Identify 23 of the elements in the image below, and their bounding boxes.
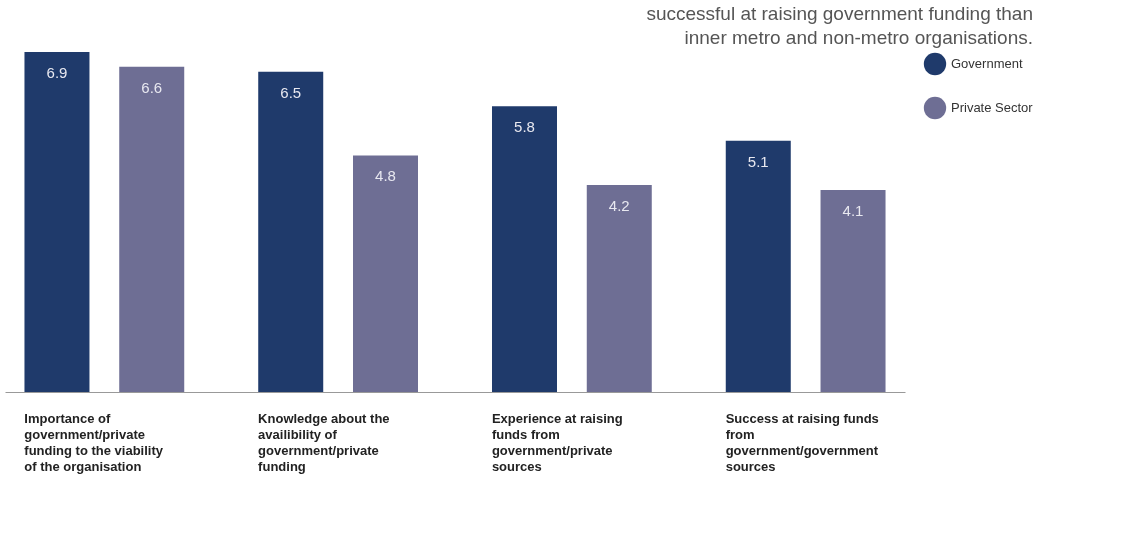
data-label: 4.2 <box>608 197 630 215</box>
legend-label: Government <box>951 56 1023 71</box>
bar <box>820 189 886 392</box>
bar <box>492 106 557 392</box>
bar <box>586 185 652 392</box>
data-label: 4.8 <box>375 167 396 185</box>
data-label: 6.9 <box>46 64 68 81</box>
x-tick-label: Success at raising funds from government/government sources <box>725 410 879 474</box>
bar <box>353 155 418 392</box>
legend-label: Private Sector <box>951 100 1034 115</box>
data-label: 5.1 <box>747 152 769 170</box>
data-label: 4.1 <box>842 201 864 219</box>
bar <box>24 52 90 392</box>
data-label: 6.5 <box>280 83 302 101</box>
bar <box>725 140 791 392</box>
bar <box>258 71 324 392</box>
x-tick-label: Experience at raising funds from government/private sources <box>491 410 623 474</box>
data-label: 5.8 <box>514 118 535 136</box>
bar <box>119 66 185 392</box>
data-label: 6.6 <box>141 78 163 96</box>
x-tick-label: Knowledge about the availibility of government/private funding <box>258 410 390 474</box>
text: successful at raising government funding than inner metro and non-metro organisations. <box>646 3 1033 48</box>
x-tick-label: Importance of government/private funding to the viability of the organisation <box>24 410 164 474</box>
